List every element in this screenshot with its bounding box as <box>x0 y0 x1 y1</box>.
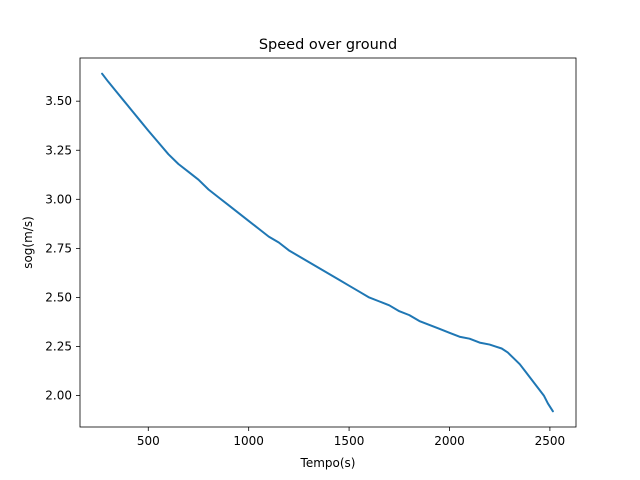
y-tick-label: 3.00 <box>45 192 72 206</box>
plot-area-frame <box>79 57 577 428</box>
sog-series-line <box>101 72 554 413</box>
y-tick-label: 3.50 <box>45 94 72 108</box>
y-tick-label: 2.25 <box>45 340 72 354</box>
chart-title: Speed over ground <box>259 37 397 53</box>
series-layer <box>101 72 554 413</box>
y-axis-ticks: 2.00 2.25 2.50 2.75 3.00 3.25 3.50 <box>45 94 80 403</box>
y-tick-label: 2.00 <box>45 389 72 403</box>
x-tick-label: 1500 <box>334 434 365 448</box>
x-tick-label: 1000 <box>233 434 264 448</box>
y-tick-label: 2.50 <box>45 290 72 304</box>
plot-area-background <box>80 58 576 427</box>
x-tick-label: 2500 <box>535 434 566 448</box>
y-tick-label: 3.25 <box>45 143 72 157</box>
y-tick-label: 2.75 <box>45 241 72 255</box>
x-axis-ticks: 500 1000 1500 2000 2500 <box>137 427 565 448</box>
x-tick-label: 2000 <box>434 434 465 448</box>
x-axis-label: Tempo(s) <box>300 456 356 470</box>
y-axis-label: sog(m/s) <box>21 216 35 269</box>
x-tick-label: 500 <box>137 434 160 448</box>
